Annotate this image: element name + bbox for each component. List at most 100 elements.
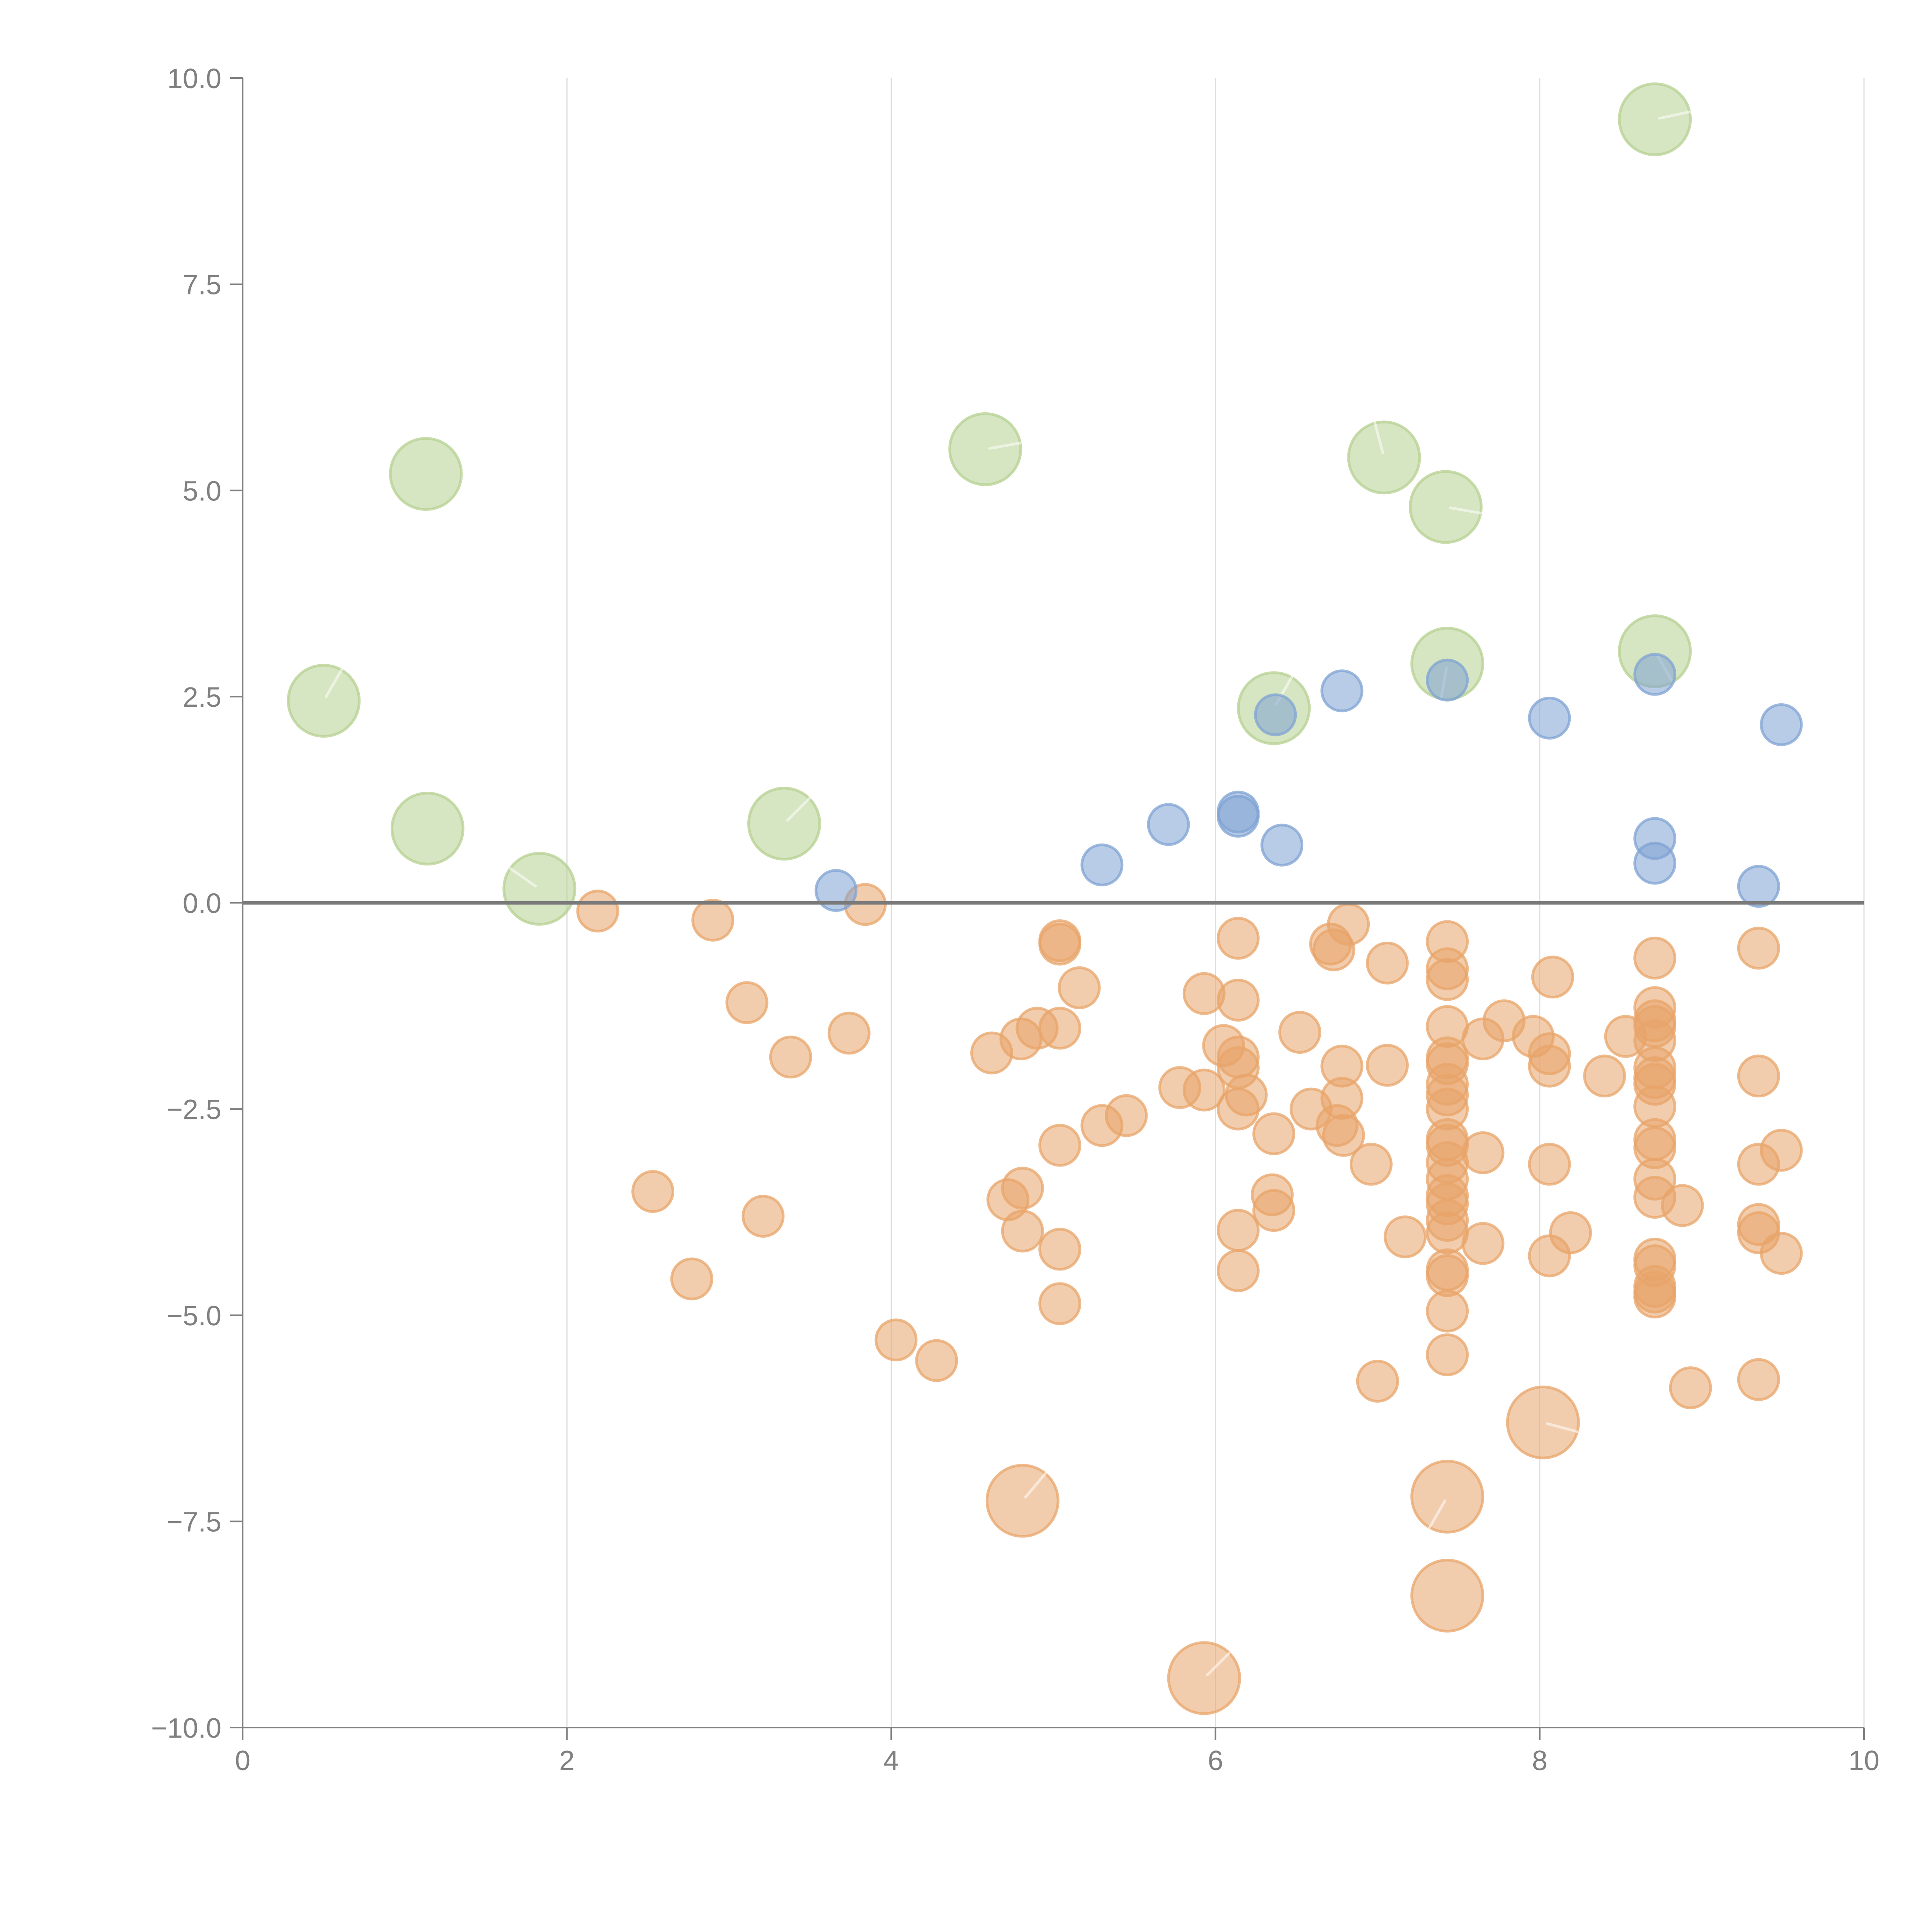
data-point[interactable] bbox=[631, 1170, 675, 1213]
data-point[interactable] bbox=[1320, 669, 1364, 713]
data-point[interactable] bbox=[1182, 1068, 1226, 1112]
data-point[interactable] bbox=[670, 1257, 713, 1301]
data-point[interactable] bbox=[1461, 1222, 1505, 1265]
data-point[interactable] bbox=[1038, 1124, 1082, 1167]
data-point[interactable] bbox=[287, 664, 361, 738]
data-point[interactable] bbox=[1278, 1011, 1321, 1054]
data-point[interactable] bbox=[1260, 823, 1304, 867]
data-point[interactable] bbox=[742, 1195, 785, 1238]
data-point[interactable] bbox=[1633, 937, 1677, 980]
data-point[interactable] bbox=[1426, 1211, 1469, 1254]
data-point[interactable] bbox=[1327, 903, 1370, 946]
data-point[interactable] bbox=[1408, 470, 1483, 544]
data-point[interactable] bbox=[1661, 1184, 1704, 1227]
data-point[interactable] bbox=[1001, 1167, 1044, 1210]
data-point[interactable] bbox=[502, 852, 577, 926]
data-point[interactable] bbox=[1618, 82, 1692, 156]
data-point[interactable] bbox=[1737, 927, 1780, 970]
data-point[interactable] bbox=[1737, 865, 1780, 908]
data-point[interactable] bbox=[769, 1036, 812, 1079]
data-point[interactable] bbox=[1349, 1143, 1393, 1186]
data-point[interactable] bbox=[1426, 658, 1469, 702]
data-point[interactable] bbox=[1252, 1189, 1296, 1232]
direction-needle bbox=[1206, 1651, 1231, 1676]
data-point[interactable] bbox=[1038, 1282, 1082, 1325]
data-point[interactable] bbox=[1410, 1558, 1485, 1633]
data-point[interactable] bbox=[1254, 693, 1297, 736]
data-point[interactable] bbox=[1528, 1044, 1571, 1088]
data-point[interactable] bbox=[1461, 1131, 1505, 1174]
data-point[interactable] bbox=[1366, 941, 1409, 985]
data-point[interactable] bbox=[1322, 1114, 1365, 1157]
data-points bbox=[287, 82, 1803, 1715]
data-point[interactable] bbox=[827, 1012, 871, 1055]
data-point[interactable] bbox=[1216, 1249, 1260, 1292]
series-blue bbox=[815, 653, 1803, 912]
data-point[interactable] bbox=[1038, 1228, 1082, 1271]
data-point[interactable] bbox=[1528, 696, 1571, 740]
y-tick-label: 2.5 bbox=[183, 682, 221, 713]
data-point[interactable] bbox=[1216, 1087, 1260, 1131]
data-point[interactable] bbox=[1633, 842, 1677, 885]
data-point[interactable] bbox=[691, 898, 735, 942]
data-point[interactable] bbox=[1216, 794, 1260, 838]
data-point[interactable] bbox=[1633, 653, 1677, 696]
direction-needle bbox=[325, 668, 343, 698]
data-point[interactable] bbox=[1760, 1232, 1803, 1275]
direction-needle bbox=[1024, 1472, 1047, 1499]
data-point[interactable] bbox=[1252, 1112, 1296, 1155]
series-orange-large bbox=[985, 1385, 1580, 1715]
direction-needle bbox=[1658, 111, 1691, 120]
data-point[interactable] bbox=[1216, 917, 1260, 960]
y-tick-label: 0.0 bbox=[183, 888, 221, 919]
x-tick-label: 6 bbox=[1208, 1745, 1223, 1776]
data-point[interactable] bbox=[1506, 1385, 1580, 1459]
data-point[interactable] bbox=[389, 437, 463, 511]
data-point[interactable] bbox=[576, 889, 619, 933]
data-point[interactable] bbox=[1426, 1333, 1469, 1376]
data-point[interactable] bbox=[915, 1339, 958, 1382]
data-point[interactable] bbox=[1426, 958, 1469, 1001]
data-point[interactable] bbox=[1737, 1054, 1780, 1098]
x-tick-label: 4 bbox=[883, 1745, 899, 1776]
data-point[interactable] bbox=[1356, 1360, 1399, 1403]
data-point[interactable] bbox=[1669, 1366, 1712, 1410]
data-point[interactable] bbox=[1058, 966, 1101, 1009]
data-point[interactable] bbox=[1633, 1276, 1677, 1319]
y-tick-label: −10.0 bbox=[151, 1713, 221, 1744]
data-point[interactable] bbox=[1531, 956, 1574, 999]
data-point[interactable] bbox=[1366, 1044, 1409, 1087]
data-point[interactable] bbox=[1216, 978, 1260, 1022]
data-point[interactable] bbox=[1038, 1007, 1082, 1050]
direction-needle bbox=[1449, 506, 1482, 515]
data-point[interactable] bbox=[1038, 922, 1082, 966]
data-point[interactable] bbox=[874, 1318, 918, 1362]
data-point[interactable] bbox=[948, 412, 1022, 486]
data-point[interactable] bbox=[1105, 1094, 1148, 1137]
data-point[interactable] bbox=[1426, 1289, 1469, 1333]
data-point[interactable] bbox=[1549, 1211, 1592, 1254]
data-point[interactable] bbox=[815, 869, 858, 912]
direction-needle bbox=[988, 442, 1022, 450]
direction-needle bbox=[1428, 1499, 1447, 1529]
y-tick-label: −2.5 bbox=[167, 1094, 221, 1125]
direction-needle bbox=[1546, 1422, 1579, 1433]
x-tick-label: 8 bbox=[1532, 1745, 1548, 1776]
data-point[interactable] bbox=[1528, 1143, 1571, 1186]
data-point[interactable] bbox=[1760, 1129, 1803, 1172]
data-point[interactable] bbox=[1080, 843, 1124, 886]
data-point[interactable] bbox=[1410, 1459, 1485, 1534]
data-point[interactable] bbox=[725, 981, 769, 1024]
data-point[interactable] bbox=[1147, 803, 1190, 846]
data-point[interactable] bbox=[1216, 1209, 1260, 1252]
data-point[interactable] bbox=[1347, 420, 1421, 495]
x-tick-label: 0 bbox=[235, 1745, 250, 1776]
data-point[interactable] bbox=[1001, 1209, 1044, 1253]
data-point[interactable] bbox=[1384, 1215, 1427, 1259]
data-point[interactable] bbox=[1737, 1358, 1780, 1401]
data-point[interactable] bbox=[985, 1464, 1060, 1538]
data-point[interactable] bbox=[1760, 703, 1803, 746]
data-point[interactable] bbox=[390, 791, 464, 866]
y-tick-label: 10.0 bbox=[167, 63, 221, 94]
data-point[interactable] bbox=[1583, 1054, 1626, 1098]
